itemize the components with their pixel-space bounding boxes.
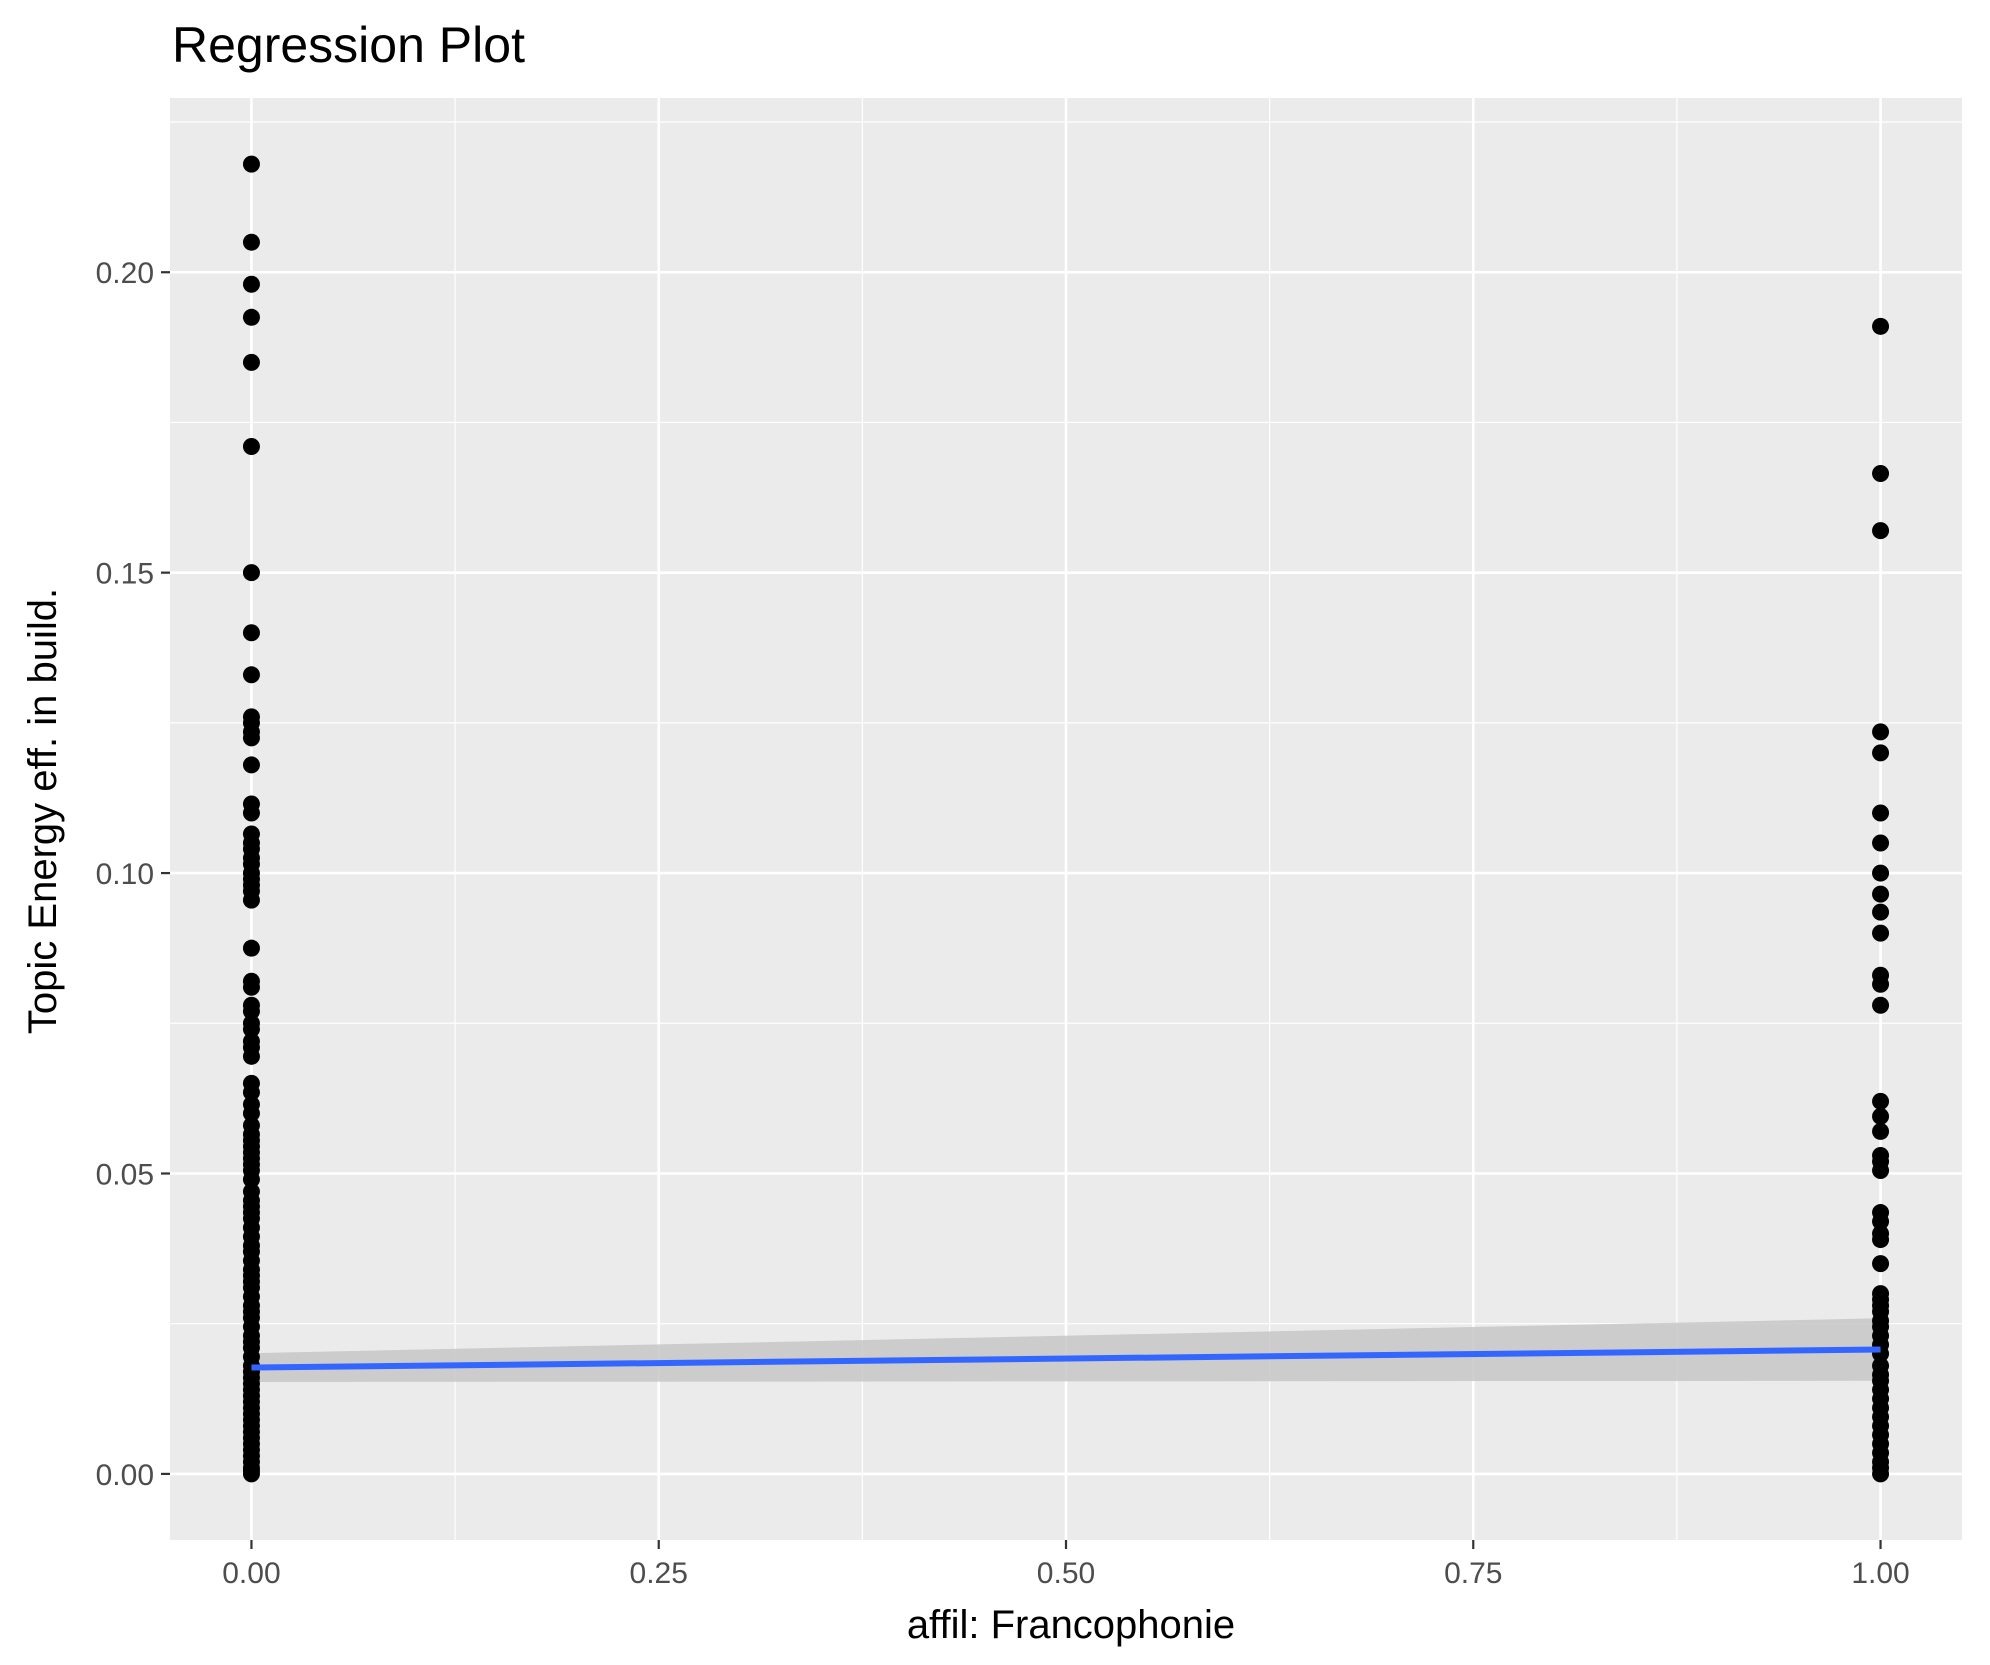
data-point xyxy=(1872,1213,1890,1231)
data-point xyxy=(1872,522,1890,540)
data-point xyxy=(242,437,260,455)
data-point xyxy=(242,1002,260,1020)
y-tick-label: 0.10 xyxy=(96,858,154,891)
x-tick-label: 0.00 xyxy=(222,1557,280,1590)
y-tick-label: 0.00 xyxy=(96,1459,154,1492)
data-point xyxy=(242,308,260,326)
x-tick-label: 0.50 xyxy=(1037,1557,1095,1590)
data-point xyxy=(1872,885,1890,903)
y-tick-label: 0.20 xyxy=(96,257,154,290)
x-tick-label: 0.75 xyxy=(1444,1557,1502,1590)
data-points xyxy=(242,155,1890,1483)
data-point xyxy=(1872,975,1890,993)
data-point xyxy=(1872,1092,1890,1110)
data-point xyxy=(1872,834,1890,852)
confidence-band xyxy=(251,1318,1881,1382)
data-point xyxy=(242,1465,260,1483)
data-point xyxy=(242,891,260,909)
data-point xyxy=(1872,903,1890,921)
data-point xyxy=(242,275,260,293)
data-point xyxy=(242,939,260,957)
data-point xyxy=(242,1047,260,1065)
chart-title: Regression Plot xyxy=(172,17,525,73)
data-point xyxy=(1872,864,1890,882)
x-tick-label: 0.25 xyxy=(630,1557,688,1590)
data-point xyxy=(242,729,260,747)
y-tick-label: 0.15 xyxy=(96,558,154,591)
data-point xyxy=(242,666,260,684)
data-point xyxy=(242,1171,260,1188)
data-point xyxy=(1872,744,1890,762)
data-point xyxy=(1872,924,1890,942)
data-point xyxy=(1872,1107,1890,1125)
data-point xyxy=(242,978,260,996)
data-point xyxy=(242,1104,260,1122)
y-axis-ticks: 0.00 0.05 0.10 0.15 0.20 xyxy=(96,257,170,1492)
data-point xyxy=(242,1020,260,1038)
confidence-band-layer xyxy=(251,1318,1881,1382)
data-point xyxy=(1872,1161,1890,1179)
data-point xyxy=(1872,1122,1890,1140)
data-point xyxy=(242,624,260,642)
data-point xyxy=(242,564,260,582)
data-point xyxy=(1872,1231,1890,1249)
x-tick-label: 1.00 xyxy=(1851,1557,1909,1590)
data-point xyxy=(1872,996,1890,1014)
data-point xyxy=(242,756,260,774)
regression-line-layer xyxy=(251,1346,1881,1371)
y-tick-label: 0.05 xyxy=(96,1158,154,1191)
data-point xyxy=(1872,723,1890,741)
data-point xyxy=(242,155,260,173)
data-point xyxy=(242,233,260,251)
data-point xyxy=(1872,1465,1890,1483)
data-point xyxy=(1872,1255,1890,1273)
data-point xyxy=(1872,804,1890,822)
data-point xyxy=(1872,317,1890,335)
regression-line xyxy=(251,1346,1881,1371)
data-point xyxy=(242,1083,260,1101)
data-point xyxy=(1872,465,1890,483)
y-axis-title: Topic Energy eff. in build. xyxy=(21,588,65,1034)
x-axis-ticks: 0.00 0.25 0.50 0.75 1.00 xyxy=(222,1540,1910,1590)
data-point xyxy=(242,804,260,822)
x-axis-title: affil: Francophonie xyxy=(907,1603,1235,1647)
data-point xyxy=(242,353,260,371)
